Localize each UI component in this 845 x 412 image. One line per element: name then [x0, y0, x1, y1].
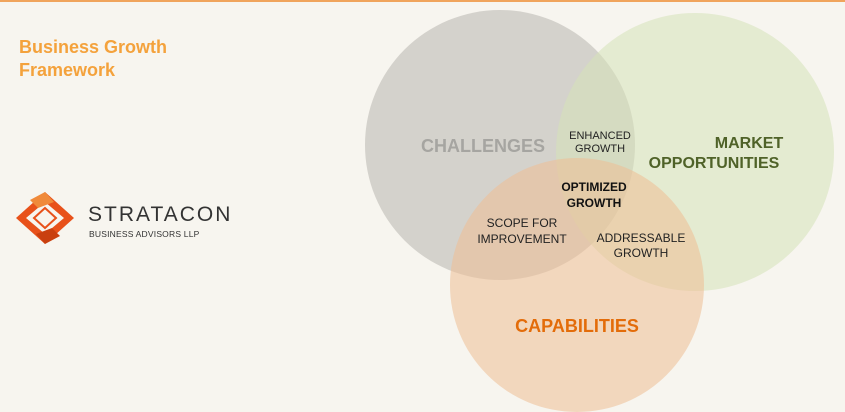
optimized-growth-line-2: GROWTH — [567, 196, 622, 210]
scope-for-improvement-line-1: SCOPE FOR — [487, 216, 558, 230]
addressable-growth-line-1: ADDRESSABLE — [597, 231, 686, 245]
title-line-2: Framework — [19, 60, 116, 80]
addressable-growth-line-2: GROWTH — [614, 246, 669, 260]
market-label-line-2: OPPORTUNITIES — [649, 155, 780, 172]
market-label-line-1: MARKET — [715, 135, 784, 152]
enhanced-growth-line-2: GROWTH — [575, 143, 625, 155]
top-divider — [0, 0, 845, 2]
capabilities-label: CAPABILITIES — [515, 316, 639, 336]
challenges-label: CHALLENGES — [421, 136, 545, 156]
page-title: Business Growth Framework — [19, 36, 279, 82]
company-logo: STRATACON BUSINESS ADVISORS LLP — [14, 190, 254, 250]
enhanced-growth-line-1: ENHANCED — [569, 130, 631, 142]
stratacon-logo-icon — [16, 192, 74, 244]
title-line-1: Business Growth — [19, 37, 168, 57]
logo-name: STRATACON — [88, 203, 233, 226]
logo-subtitle: BUSINESS ADVISORS LLP — [89, 229, 200, 239]
optimized-growth-line-1: OPTIMIZED — [561, 180, 627, 194]
scope-for-improvement-line-2: IMPROVEMENT — [477, 232, 567, 246]
capabilities-circle — [450, 158, 704, 412]
